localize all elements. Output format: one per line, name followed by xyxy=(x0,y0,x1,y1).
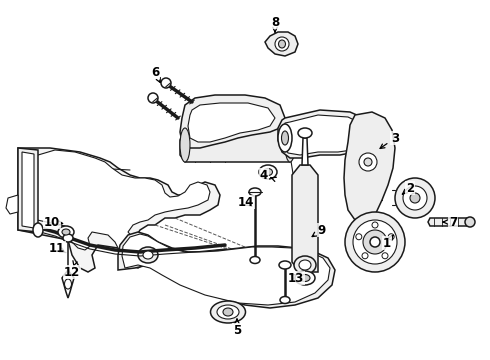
Text: 4: 4 xyxy=(260,168,268,181)
Text: 10: 10 xyxy=(44,216,60,229)
Polygon shape xyxy=(6,195,18,214)
Ellipse shape xyxy=(285,128,295,162)
Ellipse shape xyxy=(300,274,310,282)
Text: 3: 3 xyxy=(391,131,399,144)
Polygon shape xyxy=(285,138,360,152)
Circle shape xyxy=(362,253,368,259)
Text: 1: 1 xyxy=(383,237,391,249)
Polygon shape xyxy=(344,112,395,222)
Text: 5: 5 xyxy=(233,324,241,337)
Ellipse shape xyxy=(359,153,377,171)
Ellipse shape xyxy=(211,301,245,323)
Circle shape xyxy=(161,78,171,88)
Circle shape xyxy=(345,212,405,272)
Circle shape xyxy=(370,237,380,247)
Polygon shape xyxy=(28,150,210,255)
Text: 6: 6 xyxy=(151,66,159,78)
Circle shape xyxy=(353,220,397,264)
Ellipse shape xyxy=(180,128,190,162)
Polygon shape xyxy=(22,152,34,228)
Circle shape xyxy=(403,186,427,210)
Text: 14: 14 xyxy=(238,195,254,208)
Ellipse shape xyxy=(364,158,372,166)
Text: 13: 13 xyxy=(288,271,304,284)
Text: 7: 7 xyxy=(449,216,457,229)
Ellipse shape xyxy=(298,128,312,138)
Text: 8: 8 xyxy=(271,15,279,28)
Polygon shape xyxy=(118,232,335,308)
Circle shape xyxy=(363,230,387,254)
Polygon shape xyxy=(265,32,298,56)
Ellipse shape xyxy=(299,260,311,270)
Ellipse shape xyxy=(138,247,158,263)
Polygon shape xyxy=(180,128,295,162)
Ellipse shape xyxy=(278,40,286,48)
Ellipse shape xyxy=(281,131,289,145)
Polygon shape xyxy=(278,110,372,158)
Ellipse shape xyxy=(63,234,73,242)
Ellipse shape xyxy=(295,271,315,285)
Ellipse shape xyxy=(278,124,292,152)
Circle shape xyxy=(372,222,378,228)
Circle shape xyxy=(395,178,435,218)
Circle shape xyxy=(388,234,394,240)
Polygon shape xyxy=(62,270,74,298)
Text: 11: 11 xyxy=(49,242,65,255)
Ellipse shape xyxy=(275,37,289,51)
Polygon shape xyxy=(122,234,330,305)
Ellipse shape xyxy=(223,308,233,316)
Ellipse shape xyxy=(143,251,153,259)
Circle shape xyxy=(382,253,388,259)
Circle shape xyxy=(356,234,362,240)
Ellipse shape xyxy=(259,165,277,179)
Polygon shape xyxy=(428,218,470,226)
Ellipse shape xyxy=(62,229,70,235)
Text: 12: 12 xyxy=(64,266,80,279)
Ellipse shape xyxy=(465,217,475,227)
Ellipse shape xyxy=(33,223,43,237)
Text: 2: 2 xyxy=(406,181,414,194)
Polygon shape xyxy=(188,103,275,142)
Ellipse shape xyxy=(280,297,290,303)
Ellipse shape xyxy=(250,256,260,264)
Ellipse shape xyxy=(264,168,272,176)
Polygon shape xyxy=(180,95,285,148)
Circle shape xyxy=(410,193,420,203)
Ellipse shape xyxy=(279,261,291,269)
Ellipse shape xyxy=(249,188,261,196)
Ellipse shape xyxy=(294,256,316,274)
Text: 9: 9 xyxy=(318,224,326,237)
Circle shape xyxy=(148,93,158,103)
Polygon shape xyxy=(18,148,38,232)
Polygon shape xyxy=(283,115,367,155)
Ellipse shape xyxy=(58,226,74,238)
Polygon shape xyxy=(302,138,308,165)
Ellipse shape xyxy=(217,305,239,319)
Polygon shape xyxy=(292,165,318,272)
Polygon shape xyxy=(18,148,220,272)
